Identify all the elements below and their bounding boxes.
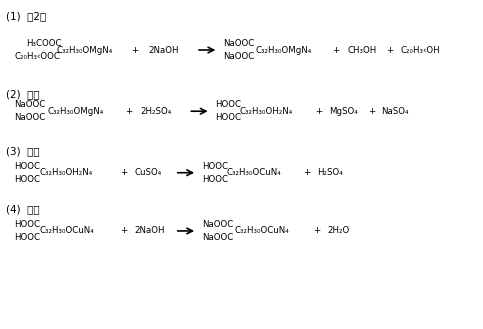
Text: (3)  铜代: (3) 铜代: [6, 146, 40, 156]
Text: HOOC: HOOC: [202, 175, 228, 184]
Text: NaOOC: NaOOC: [14, 113, 46, 122]
Text: (1)  皀2化: (1) 皀2化: [6, 12, 46, 21]
Text: C₃₂H₃₀OH₂N₄: C₃₂H₃₀OH₂N₄: [40, 168, 93, 177]
Text: HOOC: HOOC: [215, 100, 242, 109]
Text: NaOOC: NaOOC: [202, 233, 233, 242]
Text: +: +: [315, 107, 323, 116]
Text: NaOOC: NaOOC: [202, 220, 233, 229]
Text: HOOC: HOOC: [202, 162, 228, 171]
Text: +: +: [120, 226, 127, 236]
Text: C₂₀H₃‹OH: C₂₀H₃‹OH: [401, 45, 440, 55]
Text: CuSO₄: CuSO₄: [134, 168, 161, 177]
Text: MgSO₄: MgSO₄: [329, 107, 358, 116]
Text: +: +: [332, 45, 340, 55]
Text: NaOOC: NaOOC: [14, 100, 46, 109]
Text: HOOC: HOOC: [14, 220, 41, 229]
Text: +: +: [303, 168, 311, 177]
Text: +: +: [120, 168, 127, 177]
Text: C₃₂H₃₀OMgN₄: C₃₂H₃₀OMgN₄: [57, 45, 113, 55]
Text: C₃₂H₃₀OCuN₄: C₃₂H₃₀OCuN₄: [40, 226, 94, 236]
Text: +: +: [125, 107, 132, 116]
Text: NaOOC: NaOOC: [223, 52, 255, 61]
Text: 2H₂O: 2H₂O: [327, 226, 349, 236]
Text: H₃COOC: H₃COOC: [27, 39, 62, 48]
Text: HOOC: HOOC: [215, 113, 242, 122]
Text: C₃₂H₃₀OH₂N₄: C₃₂H₃₀OH₂N₄: [240, 107, 293, 116]
Text: 2H₂SO₄: 2H₂SO₄: [140, 107, 171, 116]
Text: +: +: [313, 226, 320, 236]
Text: (4)  成盐: (4) 成盐: [6, 204, 40, 214]
Text: HOOC: HOOC: [14, 175, 41, 184]
Text: C₃₂H₃₀OMgN₄: C₃₂H₃₀OMgN₄: [256, 45, 312, 55]
Text: HOOC: HOOC: [14, 162, 41, 171]
Text: H₂SO₄: H₂SO₄: [317, 168, 343, 177]
Text: 2NaOH: 2NaOH: [134, 226, 165, 236]
Text: C₂₀H₃‹OOC: C₂₀H₃‹OOC: [14, 52, 60, 61]
Text: +: +: [368, 107, 375, 116]
Text: 2NaOH: 2NaOH: [149, 45, 179, 55]
Text: NaSO₄: NaSO₄: [382, 107, 409, 116]
Text: NaOOC: NaOOC: [223, 39, 255, 48]
Text: +: +: [386, 45, 394, 55]
Text: C₃₂H₃₀OCuN₄: C₃₂H₃₀OCuN₄: [226, 168, 281, 177]
Text: C₃₂H₃₀OMgN₄: C₃₂H₃₀OMgN₄: [47, 107, 103, 116]
Text: C₃₂H₃₀OCuN₄: C₃₂H₃₀OCuN₄: [235, 226, 289, 236]
Text: CH₃OH: CH₃OH: [348, 45, 377, 55]
Text: HOOC: HOOC: [14, 233, 41, 242]
Text: +: +: [131, 45, 139, 55]
Text: (2)  酸化: (2) 酸化: [6, 89, 40, 99]
